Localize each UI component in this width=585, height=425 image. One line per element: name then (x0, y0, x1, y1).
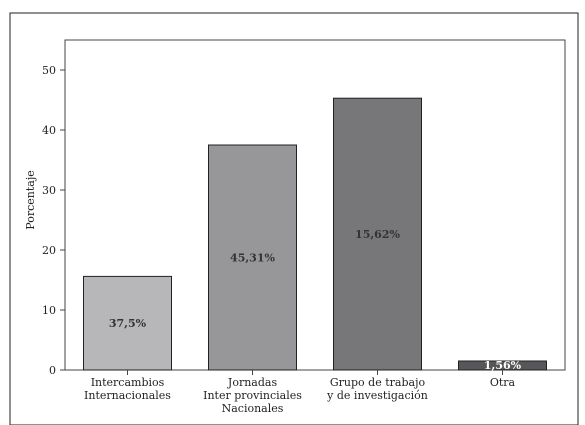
x-category-label-line: y de investigación (326, 389, 428, 402)
x-category-label-line: Internacionales (84, 389, 171, 402)
bars: 37,5% 45,31% 15,62% 1,56% (83, 97, 547, 372)
y-tick-label: 10 (42, 304, 56, 317)
x-category-label: Otra (490, 376, 516, 389)
x-category-label: Grupo de trabajo y de investigación (326, 376, 428, 402)
y-tick-label: 50 (42, 64, 56, 77)
plot-frame (64, 39, 566, 371)
y-tick-label: 0 (49, 364, 56, 377)
x-category-label-line: Nacionales (222, 402, 284, 415)
x-category-label: Intercambios Internacionales (84, 376, 171, 402)
bar-data-label: 15,62% (355, 228, 400, 241)
y-axis-label: Porcentaje (24, 170, 37, 230)
bar-data-label: 1,56% (484, 359, 522, 372)
bar-data-label: 45,31% (230, 252, 275, 265)
x-category-label-line: Jornadas (227, 376, 278, 389)
y-tick-label: 40 (42, 124, 56, 137)
y-tick-label: 20 (42, 244, 56, 257)
x-category-label-line: Otra (490, 376, 516, 389)
x-category-label: Jornadas Inter provinciales Nacionales (203, 376, 302, 415)
x-category-label-line: Inter provinciales (203, 389, 302, 402)
outer-frame (9, 12, 579, 425)
x-category-label-line: Grupo de trabajo (330, 376, 426, 389)
y-axis: 0 10 20 30 40 50 (42, 64, 65, 377)
y-tick-label: 30 (42, 184, 56, 197)
bar (333, 97, 422, 371)
bar-data-label: 37,5% (109, 317, 147, 330)
x-category-label-line: Intercambios (91, 376, 165, 389)
bar (208, 144, 297, 371)
